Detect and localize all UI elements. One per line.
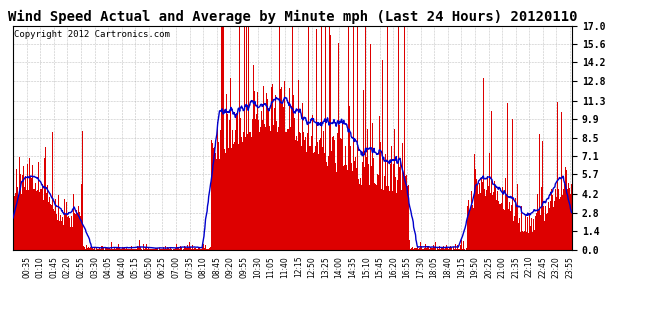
Title: Wind Speed Actual and Average by Minute mph (Last 24 Hours) 20120110: Wind Speed Actual and Average by Minute … — [8, 10, 577, 24]
Text: Copyright 2012 Cartronics.com: Copyright 2012 Cartronics.com — [14, 30, 170, 39]
